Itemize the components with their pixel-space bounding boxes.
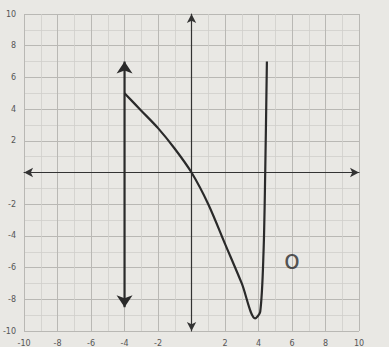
svg-text:8: 8: [323, 339, 328, 347]
svg-text:-8: -8: [8, 295, 16, 304]
svg-text:-2: -2: [154, 339, 162, 347]
svg-text:10: 10: [6, 10, 16, 19]
svg-text:2: 2: [222, 339, 227, 347]
svg-text:-6: -6: [8, 263, 16, 272]
svg-text:-2: -2: [8, 200, 16, 209]
svg-text:-8: -8: [54, 339, 62, 347]
svg-text:-6: -6: [87, 339, 95, 347]
svg-text:o: o: [284, 245, 300, 275]
svg-text:10: 10: [354, 339, 364, 347]
svg-text:-4: -4: [8, 231, 16, 240]
svg-text:-10: -10: [18, 339, 31, 347]
svg-text:-4: -4: [121, 339, 129, 347]
svg-text:6: 6: [11, 73, 16, 82]
svg-text:8: 8: [11, 41, 16, 50]
svg-text:-10: -10: [3, 327, 16, 336]
svg-text:4: 4: [11, 105, 16, 114]
svg-text:6: 6: [289, 339, 294, 347]
svg-text:4: 4: [256, 339, 261, 347]
svg-text:2: 2: [11, 136, 16, 145]
